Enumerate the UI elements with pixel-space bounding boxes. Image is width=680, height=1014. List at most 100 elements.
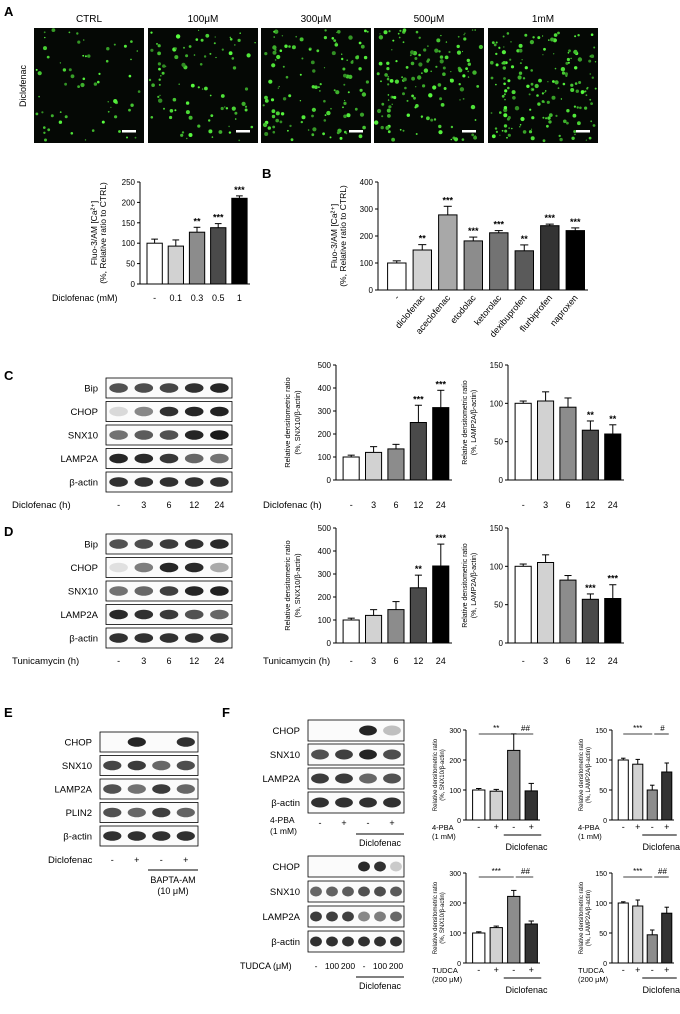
protein-band: [134, 430, 154, 440]
fluorescent-cell: [343, 101, 347, 105]
protein-band: [152, 760, 171, 771]
blot-row-label: CHOP: [71, 407, 98, 418]
fluorescent-cell: [565, 61, 569, 65]
bar: [537, 400, 555, 481]
fluorescent-cell: [87, 54, 91, 58]
fluorescent-cell: [323, 36, 327, 40]
fluorescent-cell: [493, 43, 497, 47]
fluorescent-cell: [509, 58, 512, 61]
fluorescent-cell: [564, 72, 568, 76]
blot-row-label: Bip: [84, 540, 98, 551]
fluorescent-cell: [473, 135, 477, 140]
fluorescent-cell: [411, 94, 414, 98]
bar: [438, 214, 458, 291]
fluorescent-cell: [228, 51, 233, 56]
fluorescent-cell: [550, 37, 555, 42]
f-top-lane-tick: +: [341, 818, 346, 828]
y-tick-label: 300: [318, 570, 332, 579]
fluorescent-cell: [323, 119, 327, 122]
fluorescent-cell: [324, 114, 327, 116]
protein-band: [152, 784, 171, 794]
y-tick-label: 300: [360, 205, 374, 214]
fluorescent-cell: [365, 80, 369, 84]
fluorescent-cell: [197, 86, 200, 89]
y-tick-label: 150: [490, 524, 504, 533]
e-lane-tick: +: [183, 855, 188, 865]
y-tick-label: 0: [327, 476, 332, 485]
fluorescent-cell: [386, 61, 390, 65]
y-tick-label: 500: [318, 524, 332, 533]
fluorescent-cell: [566, 121, 569, 125]
fluorescent-cell: [503, 106, 508, 110]
significance-label: ***: [492, 867, 501, 876]
fluorescent-cell: [490, 76, 494, 80]
fluorescent-cell: [35, 112, 39, 116]
significance-label: **: [587, 410, 595, 420]
fluorescent-cell: [490, 112, 493, 114]
micrograph-background: [148, 28, 258, 143]
fluorescent-cell: [205, 33, 210, 38]
fluorescent-cell: [387, 114, 391, 118]
d-blot: Bip CHOP SNX10 LAMP2A β-actin: [61, 533, 233, 649]
blot-strip: [307, 719, 405, 742]
fluorescent-cell: [532, 36, 535, 39]
x-tick-label: 3: [543, 500, 548, 510]
x-tick-label: 12: [585, 500, 595, 510]
fluorescent-cell: [366, 30, 369, 33]
fluorescent-cell: [335, 90, 340, 95]
x-tick-label: -: [477, 822, 480, 832]
x-tick-label: -: [522, 656, 525, 666]
protein-band: [359, 773, 377, 784]
y-tick-label: 100: [490, 562, 504, 571]
bar: [559, 579, 577, 644]
fluorescent-cell: [570, 83, 574, 87]
fluorescent-cell: [457, 35, 460, 38]
micrograph-4: [374, 28, 484, 143]
x-tick-label: 3: [371, 500, 376, 510]
x-tick-label: -: [512, 822, 515, 832]
fluorescent-cell: [203, 55, 207, 58]
f-bottom-lane-tick: 100: [373, 961, 387, 971]
bar: [231, 197, 248, 285]
fluorescent-cell: [571, 136, 575, 140]
y-tick-label: 500: [318, 361, 332, 370]
fluorescent-cell: [231, 57, 235, 60]
fluorescent-cell: [268, 79, 273, 84]
fluorescent-cell: [521, 59, 523, 61]
fluorescent-cell: [158, 83, 161, 86]
fluorescent-cell: [62, 68, 67, 72]
y-tick-label: 50: [599, 931, 607, 938]
bar: [210, 227, 227, 285]
fluorescent-cell: [503, 46, 505, 48]
fluorescent-cell: [542, 35, 544, 37]
fluorescent-cell: [388, 105, 392, 109]
fluorescent-cell: [531, 116, 535, 120]
fluorescent-cell: [459, 87, 465, 92]
blot-row-label: β-actin: [69, 478, 98, 489]
fluorescent-cell: [506, 136, 508, 139]
y-tick-label: 0: [603, 961, 607, 968]
fluorescent-cell: [47, 128, 51, 132]
f-bottom-lane-tick: -: [315, 961, 318, 971]
fluorescent-cell: [174, 55, 179, 60]
fluorescent-cell: [156, 42, 158, 45]
fluorescent-cell: [387, 94, 390, 96]
fluorescent-cell: [409, 54, 412, 57]
fluorescent-cell: [418, 36, 421, 39]
fluorescent-cell: [461, 138, 465, 141]
significance-label: **: [415, 564, 423, 574]
fluorescent-cell: [162, 64, 166, 68]
fluorescent-cell: [508, 127, 510, 129]
fluorescent-cell: [241, 101, 246, 106]
fluorescent-cell: [503, 113, 508, 118]
fluorescent-cell: [503, 77, 506, 80]
fluorescent-cell: [58, 120, 63, 124]
protein-band: [383, 725, 401, 736]
fluorescent-cell: [386, 108, 391, 113]
treatment-concentration: (200 μM): [432, 975, 463, 984]
fluorescent-cell: [93, 82, 98, 86]
bar: [387, 609, 405, 644]
micrograph-5: [488, 28, 598, 143]
x-tick-label: 12: [413, 500, 423, 510]
e-blot: CHOP SNX10 LAMP2A PLIN2 β-actin: [55, 731, 199, 847]
